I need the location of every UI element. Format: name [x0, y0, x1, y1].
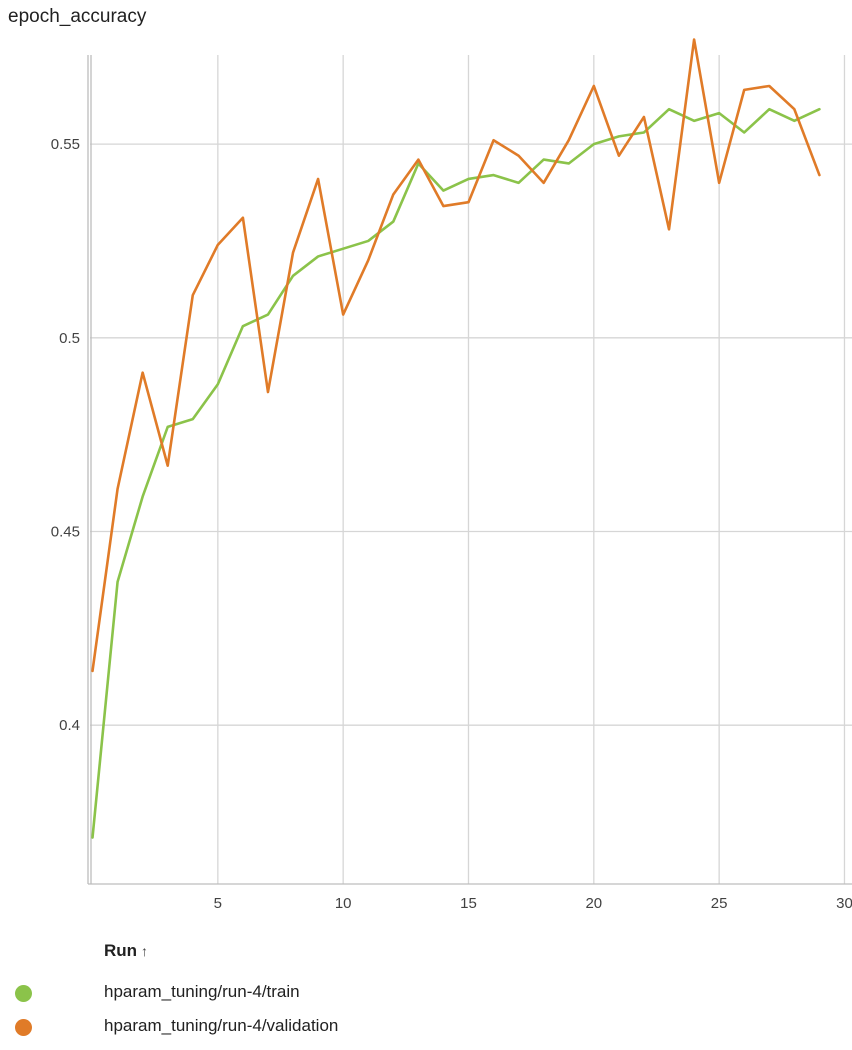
chart-title: epoch_accuracy	[8, 6, 147, 27]
validation-color-dot-icon	[15, 1019, 32, 1036]
legend-item-train[interactable]: hparam_tuning/run-4/train	[0, 980, 852, 1006]
legend-item-validation[interactable]: hparam_tuning/run-4/validation	[0, 1014, 852, 1040]
series-lines	[91, 38, 821, 839]
legend-header[interactable]: Run ↑	[104, 941, 148, 961]
x-tick-label: 15	[460, 895, 477, 912]
y-tick-label: 0.5	[59, 330, 80, 347]
y-tick-label: 0.45	[51, 523, 80, 540]
legend-item-label: hparam_tuning/run-4/train	[104, 982, 300, 1001]
legend-item-label: hparam_tuning/run-4/validation	[104, 1016, 339, 1035]
validation-series-line	[91, 38, 821, 673]
chart-area: 5 10 15 20 25 30 0.4 0.45 0.5 0.55	[51, 38, 852, 912]
sort-arrow-up-icon[interactable]: ↑	[141, 943, 149, 959]
x-tick-label: 10	[335, 895, 352, 912]
x-tick-label: 25	[711, 895, 728, 912]
grid-lines	[90, 55, 852, 884]
x-tick-label: 30	[836, 895, 852, 912]
axes	[87, 55, 852, 885]
x-tick-label: 20	[585, 895, 602, 912]
y-tick-label: 0.4	[59, 717, 80, 734]
legend-header-label: Run	[104, 941, 138, 960]
train-color-dot-icon	[15, 985, 32, 1002]
x-tick-label: 5	[214, 895, 222, 912]
tick-labels: 5 10 15 20 25 30 0.4 0.45 0.5 0.55	[51, 136, 852, 912]
y-tick-label: 0.55	[51, 136, 80, 153]
train-series-line	[91, 107, 821, 839]
